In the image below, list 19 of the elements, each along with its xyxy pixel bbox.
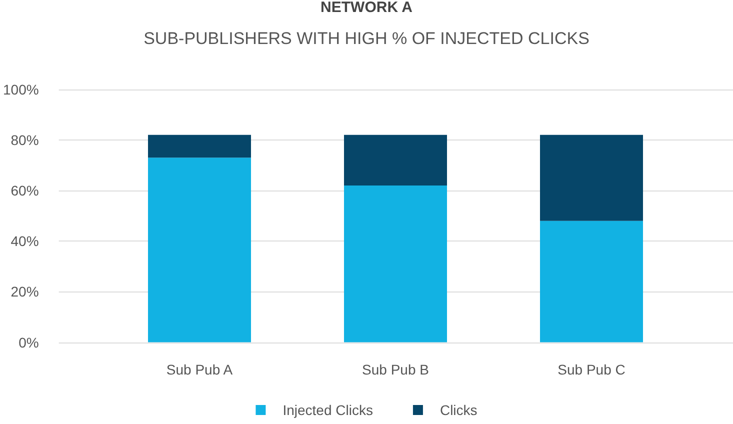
bar (148, 134, 251, 158)
legend-label: Injected Clicks (282, 402, 373, 418)
y-tick-label: 20% (10, 284, 39, 300)
bar (540, 134, 643, 221)
chart-title: NETWORK A (320, 0, 413, 16)
legend-label: Clicks (440, 402, 478, 418)
x-tick-label: Sub Pub B (362, 361, 429, 378)
bar (540, 220, 643, 342)
y-tick-label: 100% (2, 81, 39, 98)
x-tick-label: Sub Pub C (558, 361, 626, 378)
bar (148, 158, 251, 342)
bar (344, 134, 447, 186)
y-tick-label: 0% (18, 334, 39, 350)
y-tick-label: 40% (10, 233, 39, 250)
x-tick-label: Sub Pub A (166, 361, 234, 378)
chart-subtitle: SUB-PUBLISHERS WITH HIGH % OF INJECTED CLICKS (144, 29, 590, 48)
bar (344, 185, 447, 342)
y-tick-label: 80% (10, 132, 39, 148)
y-tick-label: 60% (10, 182, 39, 198)
